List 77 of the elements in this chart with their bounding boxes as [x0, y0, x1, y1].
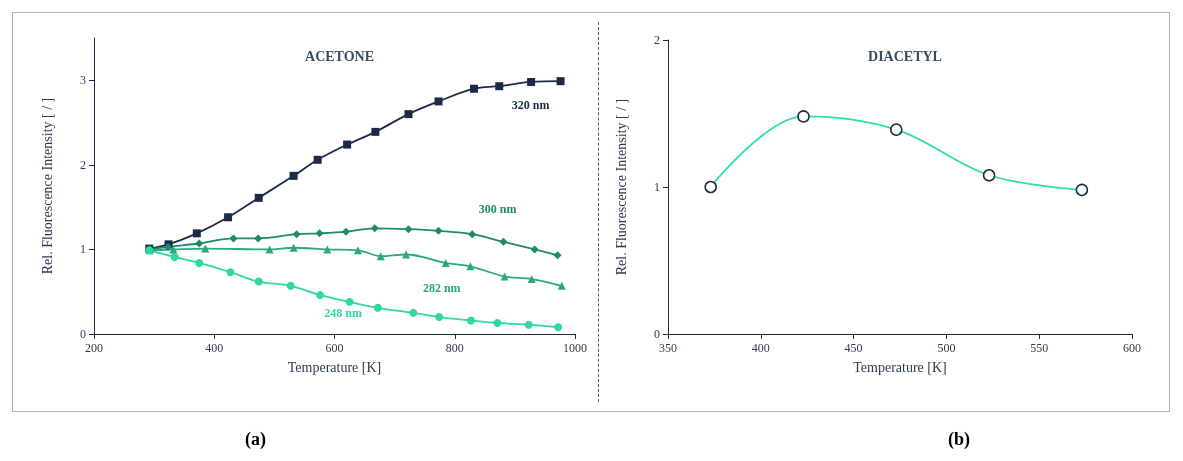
series-label: 248 nm: [324, 306, 362, 321]
series-label: 282 nm: [422, 280, 461, 295]
point: [353, 246, 362, 255]
point: [404, 225, 413, 234]
point: [556, 77, 565, 86]
point: [229, 234, 238, 243]
point: [527, 77, 536, 86]
x-tick-label: 800: [445, 341, 464, 355]
point: [409, 308, 418, 317]
point: [254, 193, 263, 202]
x-tick-label: 450: [844, 341, 863, 355]
point: [226, 268, 235, 277]
point: [530, 245, 539, 254]
point: [434, 97, 443, 106]
x-tick-label: 600: [1123, 341, 1141, 355]
point: [292, 230, 301, 239]
x-tick-label: 500: [937, 341, 956, 355]
point: [370, 224, 379, 233]
y-tick-label: 0: [80, 327, 86, 341]
x-tick-label: 1000: [563, 341, 587, 355]
point: [434, 226, 443, 235]
text: (a): [245, 429, 266, 450]
y-tick-label: 2: [80, 157, 86, 172]
y-tick-label: 2: [654, 33, 660, 47]
text: (b): [948, 429, 970, 450]
series-label: 320 nm: [511, 98, 550, 113]
x-tick-label: 600: [325, 341, 344, 355]
point: [524, 320, 533, 329]
point: [553, 251, 562, 260]
point: [373, 303, 382, 312]
point: [254, 234, 263, 243]
point: [554, 323, 563, 332]
y-axis-title: Rel. Fluorescence Intensity [ / ]: [39, 97, 55, 275]
point: [493, 319, 502, 327]
x-tick-label: 200: [85, 341, 103, 355]
point: [466, 316, 475, 325]
x-axis-title: Temperature [K]: [287, 359, 382, 375]
x-tick-label: 550: [1030, 341, 1049, 355]
point: [195, 239, 204, 248]
point: [254, 277, 263, 286]
y-axis-title: Rel. Fluorescence Intensity [ / ]: [613, 98, 629, 276]
point: [441, 258, 450, 267]
y-tick-label: 3: [80, 73, 86, 88]
point: [402, 250, 411, 259]
point: [224, 213, 233, 222]
point: [371, 127, 380, 136]
point: [468, 230, 477, 239]
point: [316, 291, 325, 300]
point: [341, 227, 350, 236]
point: [289, 243, 298, 252]
point: [495, 82, 504, 91]
y-tick-label: 1: [654, 180, 660, 194]
x-axis-title: Temperature [K]: [853, 359, 947, 375]
point: [469, 84, 478, 93]
series-label: 300 nm: [478, 202, 517, 217]
point: [313, 155, 322, 164]
point: [499, 237, 508, 246]
text: ACETONE: [305, 48, 374, 64]
point: [315, 229, 324, 238]
point: [192, 229, 201, 238]
text: DIACETYL: [868, 48, 942, 64]
x-tick-label: 350: [659, 341, 677, 355]
point: [286, 281, 295, 290]
point: [435, 313, 444, 322]
y-tick-label: 0: [654, 327, 660, 341]
x-tick-label: 400: [205, 341, 224, 355]
point: [557, 281, 566, 290]
point: [289, 171, 298, 180]
y-tick-label: 1: [80, 242, 86, 257]
point: [170, 253, 179, 262]
point: [404, 110, 413, 119]
point: [201, 244, 210, 253]
point: [195, 258, 204, 267]
point: [345, 297, 354, 306]
x-tick-label: 400: [751, 341, 770, 355]
point: [343, 140, 352, 149]
point: [527, 275, 536, 284]
